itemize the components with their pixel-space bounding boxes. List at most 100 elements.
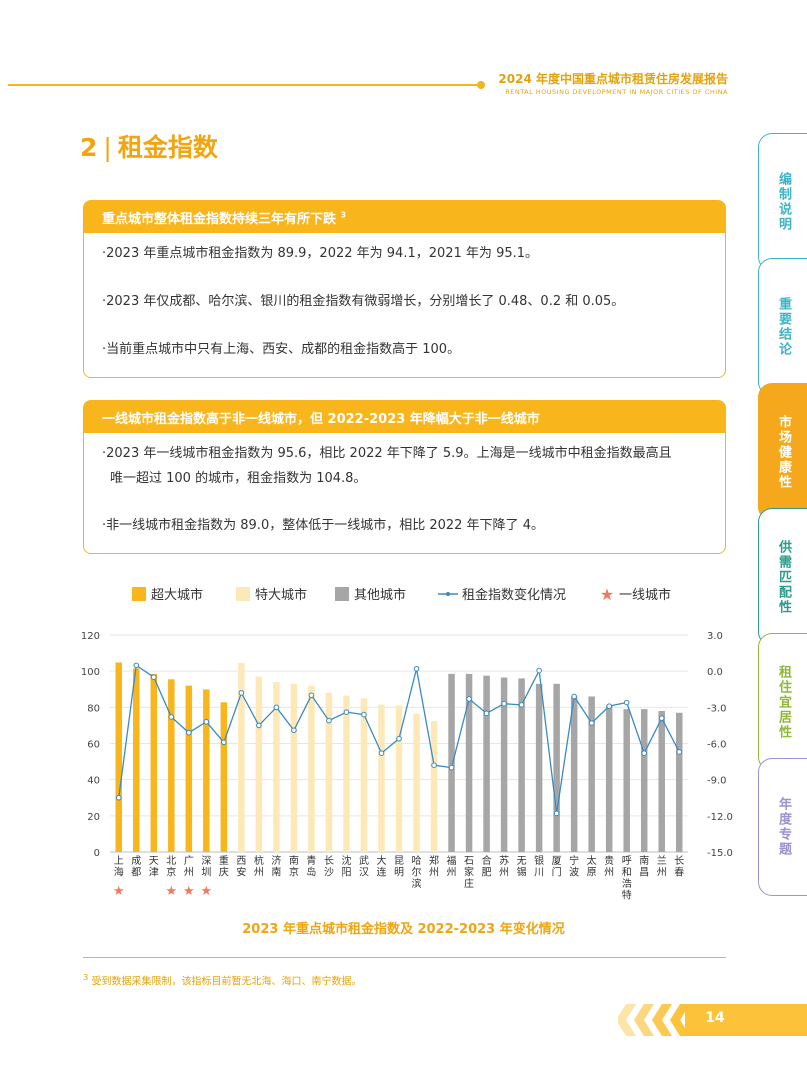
x-tick-label: 济南 [271,854,281,879]
report-subtitle: RENTAL HOUSING DEVELOPMENT IN MAJOR CITI… [505,88,728,96]
side-tab-4[interactable]: 供需匹配性 [758,508,807,646]
bar-兰州 [658,710,665,852]
summary-box-heading: 重点城市整体租金指数持续三年有所下跌 3 [84,201,725,233]
bar-上海 [115,662,123,852]
summary-item: ·非一线城市租金指数为 89.0，整体低于一线城市，相比 2022 年下降了 4… [102,518,544,533]
bar-宁波 [570,696,578,852]
y-left-tick-label: 80 [87,703,100,714]
x-tick-label: 呼和浩特 [622,855,632,902]
bar-苏州 [500,677,508,852]
legend-label: 租金指数变化情况 [462,587,566,603]
summary-box-heading-text: 重点城市整体租金指数持续三年有所下跌 [102,212,337,227]
legend-label: 一线城市 [619,587,671,603]
chart-title: 2023 年重点城市租金指数及 2022-2023 年变化情况 [242,922,565,937]
x-tick-label: 长沙 [324,855,334,879]
x-tick-label: 成都 [131,855,141,879]
change-point-长春 [676,749,683,755]
change-point-大连 [378,750,385,756]
x-tick-label: 无锡 [517,856,527,879]
bar-福州 [448,673,455,852]
legend-label: 超大城市 [151,587,203,603]
x-tick-label: 西安 [236,856,246,879]
change-point-苏州 [501,700,507,707]
summary-item: ·2023 年重点城市租金指数为 89.9，2022 年为 94.1，2021 … [102,246,539,261]
change-point-南京 [291,727,297,734]
page-number: 14 [705,1010,725,1026]
y-left-tick-label: 120 [81,631,100,642]
bar-重庆 [220,702,228,852]
side-tab-label: 编制说明 [776,172,791,232]
x-tick-label: 石家庄 [464,856,474,890]
bar-广州 [185,685,193,852]
side-tab-2[interactable]: 重要结论 [758,258,807,396]
change-point-上海 [115,794,122,801]
y-right-tick-label: -6.0 [707,740,727,751]
bar-太原 [588,696,595,852]
x-tick-label: 太原 [587,854,597,879]
x-tick-label: 兰州 [657,854,667,879]
side-tab-6[interactable]: 年度专题 [758,758,807,896]
x-tick-label: 深圳 [201,855,211,879]
bar-济南 [273,682,280,852]
change-point-宁波 [571,693,577,700]
bar-贵州 [605,705,613,852]
change-point-广州 [186,729,192,736]
change-point-石家庄 [466,696,472,702]
change-point-沈阳 [343,709,350,715]
change-point-西安 [238,690,245,696]
bar-银川 [535,683,543,852]
y-right-tick-label: -12.0 [707,812,733,823]
x-tick-label: 福州 [447,854,457,879]
change-point-天津 [150,674,157,680]
change-point-合肥 [483,710,490,717]
bar-武汉 [360,698,368,852]
x-tick-label: 重庆 [219,854,229,879]
change-point-哈尔滨 [413,665,420,672]
chevron-decoration-icon [618,1004,688,1036]
footnote-ref: 3 [340,210,347,220]
change-point-北京 [168,714,175,720]
side-tab-5[interactable]: 租住宜居性 [758,633,807,771]
header-rule [8,84,480,86]
legend-label: 特大城市 [255,587,307,603]
bar-石家庄 [465,673,473,852]
summary-item: ·2023 年一线城市租金指数为 95.6，相比 2022 年下降了 5.9。上… [102,446,672,461]
section-name: 租金指数 [117,133,218,162]
change-point-武汉 [361,711,367,718]
legend-swatch [132,587,146,601]
bar-合肥 [483,675,490,852]
footnote-text: 受到数据采集限制，该指标目前暂无北海、海口、南宁数据。 [91,976,362,988]
report-title: 2024 年度中国重点城市租赁住房发展报告 [498,72,728,86]
bar-郑州 [430,720,438,852]
footnote: 3 受到数据采集限制，该指标目前暂无北海、海口、南宁数据。 [83,972,362,987]
section-number: 2 [80,133,98,162]
bar-深圳 [203,689,210,852]
x-tick-label: 昆明 [394,855,404,879]
change-point-太原 [588,720,595,726]
bar-青岛 [308,685,315,852]
x-tick-label: 哈尔滨 [412,854,422,890]
bar-杭州 [255,676,263,852]
change-point-厦门 [553,810,560,817]
summary-box-overall: 重点城市整体租金指数持续三年有所下跌 3 ·2023 年重点城市租金指数为 89… [83,200,726,378]
y-right-tick-label: -3.0 [707,703,727,714]
side-tab-3[interactable]: 市场健康性 [758,383,807,521]
x-tick-label: 沈阳 [341,854,351,879]
change-point-昆明 [396,735,402,742]
side-tab-label: 供需匹配性 [776,539,791,615]
bar-厦门 [553,683,560,852]
y-left-tick-label: 100 [81,667,100,678]
side-tab-1[interactable]: 编制说明 [758,133,807,271]
summary-item-continued: 唯一超过 100 的城市，租金指数为 104.8。 [110,471,367,486]
bar-成都 [133,668,140,852]
side-tab-label: 市场健康性 [776,414,791,490]
bar-无锡 [518,678,525,852]
y-right-tick-label: 0.0 [707,667,723,678]
change-point-郑州 [431,762,437,768]
section-title: 2 | 租金指数 [80,128,218,164]
y-right-tick-label: -15.0 [707,848,733,859]
tier1-star-icon: ★ [113,884,125,899]
summary-box-tier1: 一线城市租金指数高于非一线城市，但 2022-2023 年降幅大于非一线城市 ·… [83,400,726,554]
change-point-兰州 [658,715,665,721]
legend-label: 其他城市 [354,587,406,603]
